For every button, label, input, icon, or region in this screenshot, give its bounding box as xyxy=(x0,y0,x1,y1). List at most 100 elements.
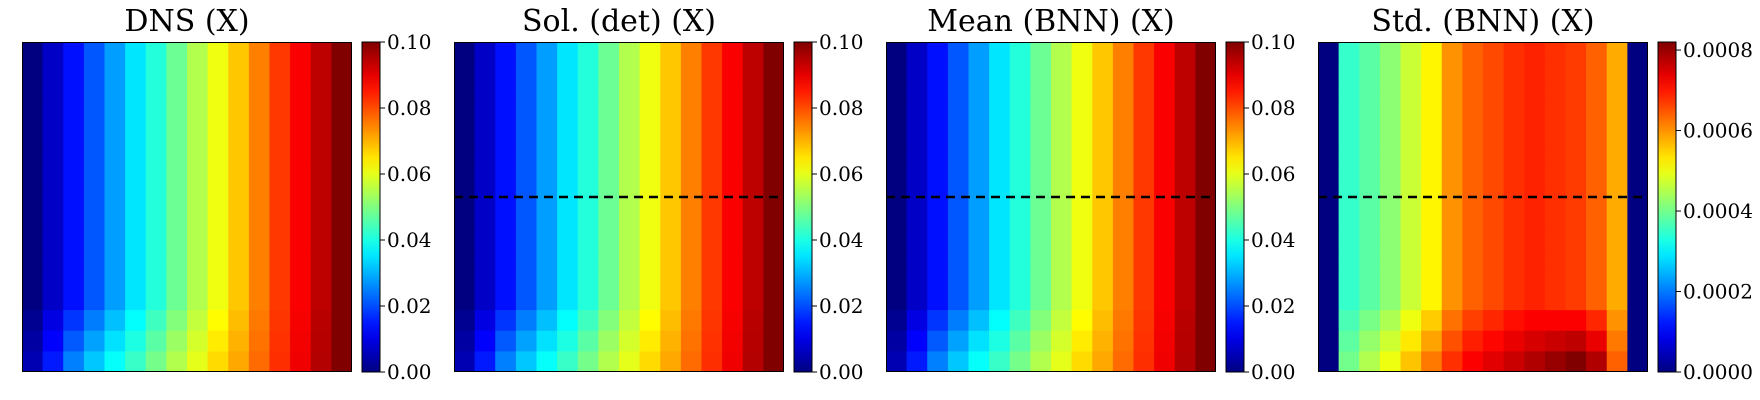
heatmap-cell xyxy=(290,289,312,311)
heatmap-cell xyxy=(1524,62,1546,84)
heatmap-cell xyxy=(454,42,476,64)
heatmap-cell xyxy=(598,62,620,84)
heatmap-cell xyxy=(1092,268,1114,291)
heatmap-cell xyxy=(701,248,723,270)
heatmap-cell xyxy=(1154,330,1176,352)
heatmap-cell xyxy=(1544,248,1567,270)
heatmap-cell xyxy=(145,310,167,332)
heatmap-cell xyxy=(1379,83,1402,105)
heatmap-cell xyxy=(947,310,970,332)
chart-title: Sol. (det) (X) xyxy=(521,4,716,39)
heatmap-cell xyxy=(22,145,44,167)
heatmap-cell xyxy=(947,103,970,126)
heatmap-grid xyxy=(22,42,352,372)
heatmap-cell xyxy=(1195,207,1216,229)
heatmap-cell xyxy=(22,42,44,64)
heatmap-cell xyxy=(42,330,64,352)
heatmap-cell xyxy=(927,207,949,229)
heatmap-cell xyxy=(1586,351,1608,372)
heatmap-cell xyxy=(125,227,147,249)
heatmap-cell xyxy=(290,268,312,291)
heatmap-cell xyxy=(886,289,908,311)
heatmap-cell xyxy=(1359,330,1381,352)
heatmap-cell xyxy=(83,103,106,126)
heatmap-cell xyxy=(619,165,641,187)
heatmap-cell xyxy=(1483,124,1505,146)
heatmap-cell xyxy=(331,62,352,84)
heatmap-cell xyxy=(927,62,949,84)
heatmap-cell xyxy=(1174,124,1196,146)
heatmap-cell xyxy=(742,186,764,208)
heatmap-cell xyxy=(1195,248,1216,270)
heatmap-cell xyxy=(125,248,147,270)
colorbar-tick-label: 0.0002 xyxy=(1683,280,1753,304)
heatmap-cell xyxy=(1195,42,1216,64)
heatmap-cell xyxy=(619,351,641,372)
heatmap-panel-dns: DNS (X) 0.00 0.02 0.04 0.06 0.08 0.10 xyxy=(0,0,440,400)
heatmap-cell xyxy=(331,103,352,126)
heatmap-cell xyxy=(1154,145,1176,167)
heatmap-cell xyxy=(228,42,250,64)
heatmap-cell xyxy=(1051,227,1073,249)
heatmap-cell xyxy=(701,145,723,167)
heatmap-cell xyxy=(207,207,229,229)
heatmap-cell xyxy=(125,165,147,187)
heatmap-cell xyxy=(577,310,599,332)
heatmap-cell xyxy=(619,62,641,84)
heatmap-cell xyxy=(927,42,949,64)
heatmap-cell xyxy=(83,62,106,84)
heatmap-cell xyxy=(1524,42,1546,64)
heatmap-cell xyxy=(63,145,85,167)
heatmap-cell xyxy=(680,351,703,372)
heatmap-cell xyxy=(228,124,250,146)
heatmap-cell xyxy=(577,165,599,187)
heatmap-cell xyxy=(1133,103,1155,126)
heatmap-cell xyxy=(22,186,44,208)
heatmap-cell xyxy=(989,227,1011,249)
heatmap-cell xyxy=(1051,124,1073,146)
heatmap-cell xyxy=(1338,227,1360,249)
heatmap-cell xyxy=(598,83,620,105)
heatmap-cell xyxy=(515,62,538,84)
heatmap-cell xyxy=(701,310,723,332)
heatmap-cell xyxy=(722,351,744,372)
heatmap-cell xyxy=(1154,103,1176,126)
heatmap-cell xyxy=(927,330,949,352)
heatmap-cell xyxy=(886,268,908,291)
heatmap-cell xyxy=(1441,310,1463,332)
heatmap-cell xyxy=(968,165,990,187)
heatmap-cell xyxy=(722,165,744,187)
heatmap-cell xyxy=(577,186,599,208)
heatmap-cell xyxy=(763,165,784,187)
heatmap-cell xyxy=(83,145,106,167)
heatmap-cell xyxy=(1338,289,1360,311)
heatmap-cell xyxy=(474,145,496,167)
heatmap-cell xyxy=(1503,289,1525,311)
heatmap-cell xyxy=(1462,289,1484,311)
heatmap-cell xyxy=(660,248,682,270)
heatmap-cell xyxy=(1318,62,1340,84)
heatmap-cell xyxy=(1318,310,1340,332)
heatmap-cell xyxy=(1030,103,1052,126)
heatmap-cell xyxy=(1174,145,1196,167)
heatmap-cell xyxy=(1441,330,1463,352)
heatmap-cell xyxy=(1195,165,1216,187)
heatmap-cell xyxy=(104,165,126,187)
heatmap-cell xyxy=(310,103,332,126)
heatmap-cell xyxy=(22,165,44,187)
heatmap-cell xyxy=(577,103,599,126)
heatmap-cell xyxy=(1338,351,1360,372)
heatmap-cell xyxy=(639,351,661,372)
heatmap-cell xyxy=(63,83,85,105)
heatmap-cell xyxy=(1051,268,1073,291)
heatmap-cell xyxy=(1565,289,1587,311)
heatmap-cell xyxy=(454,289,476,311)
heatmap-cell xyxy=(1112,268,1135,291)
heatmap-cell xyxy=(495,289,517,311)
heatmap-cell xyxy=(680,103,703,126)
heatmap-cell xyxy=(228,103,250,126)
heatmap-cell xyxy=(145,268,167,291)
heatmap-cell xyxy=(42,289,64,311)
heatmap-cell xyxy=(1030,351,1052,372)
heatmap-cell xyxy=(104,207,126,229)
